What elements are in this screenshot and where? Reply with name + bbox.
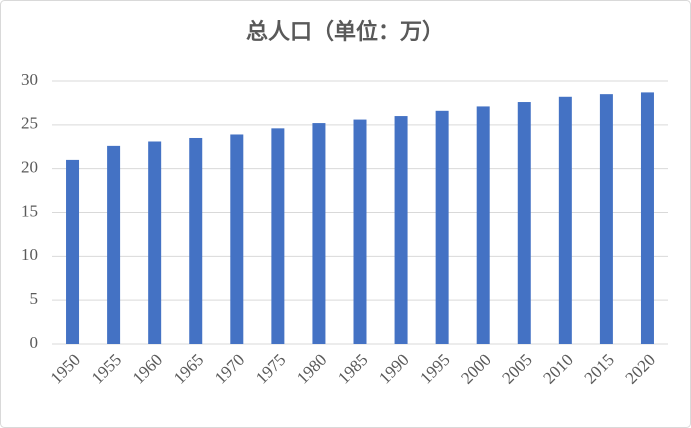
y-tick-label: 25 (21, 114, 38, 133)
bar (640, 92, 654, 344)
y-tick-label: 0 (30, 333, 39, 352)
bar (271, 128, 285, 344)
y-tick-label: 20 (21, 158, 38, 177)
bar (230, 134, 244, 344)
y-tick-label: 5 (30, 289, 39, 308)
bar (312, 123, 326, 344)
bar (107, 145, 121, 344)
bar (599, 94, 613, 345)
bar (148, 141, 162, 344)
chart-title: 总人口（单位：万） (246, 19, 444, 44)
y-tick-label: 10 (21, 245, 38, 264)
bar (517, 102, 531, 344)
bar (189, 137, 203, 344)
bar (435, 110, 449, 344)
y-tick-label: 30 (21, 70, 38, 89)
y-tick-label: 15 (21, 201, 38, 220)
bar (476, 106, 490, 344)
bar (353, 119, 367, 344)
bar (558, 96, 572, 344)
bar (66, 159, 80, 344)
bar (394, 116, 408, 344)
